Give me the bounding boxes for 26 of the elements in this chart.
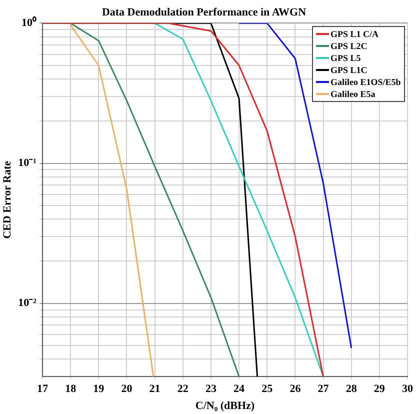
legend-label: GPS L5 [330,53,361,64]
x-tick-label: 28 [346,383,358,396]
x-tick-label: 17 [37,383,48,396]
legend-label: Galileo E5a [330,89,376,100]
legend-label: GPS L1C [330,65,368,76]
x-tick-label: 22 [177,383,189,396]
x-axis-title: C/N₀ (dBHz) [195,400,255,412]
x-tick-label: 21 [149,383,160,396]
x-tick-label: 19 [93,383,105,396]
y-tick-label: 10⁻¹ [18,157,36,170]
y-tick-label: 10⁻² [18,297,38,310]
x-tick-label: 24 [234,383,246,396]
x-tick-label: 27 [318,383,330,396]
x-tick-label: 26 [290,383,302,396]
y-axis-title: CED Error Rate [1,160,14,239]
x-tick-label: 25 [262,383,274,396]
legend-label: Galileo E1OS/E5b [330,77,401,88]
x-tick-label: 30 [402,383,414,396]
x-tick-label: 20 [121,383,133,396]
chart-title: Data Demodulation Performance in AWGN [102,6,306,18]
x-tick-label: 23 [205,383,217,396]
y-tick-label: 10⁰ [22,16,36,30]
x-tick-label: 29 [374,383,386,396]
legend-label: GPS L1 C/A [330,29,379,40]
legend-label: GPS L2C [330,41,368,52]
x-tick-label: 18 [65,383,77,396]
